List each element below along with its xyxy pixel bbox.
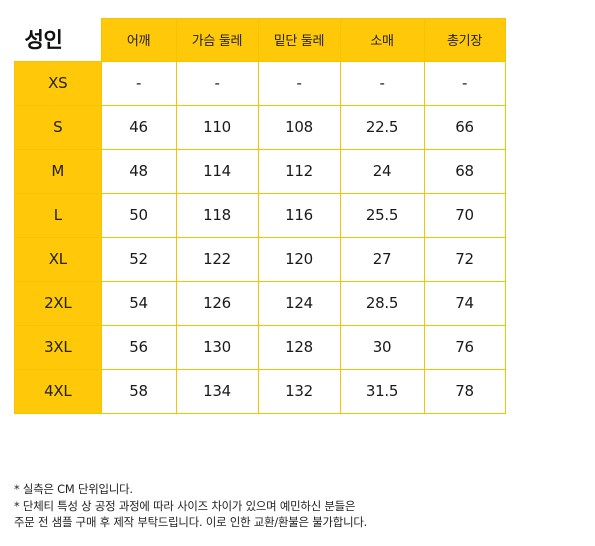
table-cell: 118 <box>175 192 259 238</box>
table-cell: 114 <box>175 148 259 194</box>
header-total-length: 총기장 <box>423 18 506 62</box>
header-chest: 가슴 둘레 <box>175 18 259 62</box>
table-cell: 28.5 <box>339 280 425 326</box>
table-cell: - <box>100 60 177 106</box>
table-cell: 72 <box>423 236 506 282</box>
table-cell: 128 <box>257 324 341 370</box>
size-label: 2XL <box>14 280 102 326</box>
table-row: S 46 110 108 22.5 66 <box>14 104 506 150</box>
size-label: XL <box>14 236 102 282</box>
table-cell: 108 <box>257 104 341 150</box>
header-sleeve: 소매 <box>339 18 425 62</box>
size-label: L <box>14 192 102 238</box>
table-cell: 30 <box>339 324 425 370</box>
header-shoulder: 어깨 <box>100 18 177 62</box>
size-label: XS <box>14 60 102 106</box>
table-cell: 112 <box>257 148 341 194</box>
note-unit: * 실측은 CM 단위입니다. <box>14 482 133 496</box>
note-variance: * 단체티 특성 상 공정 과정에 따라 사이즈 차이가 있으며 예민하신 분들… <box>14 498 356 513</box>
table-cell: - <box>339 60 425 106</box>
table-cell: 120 <box>257 236 341 282</box>
table-cell: 110 <box>175 104 259 150</box>
table-cell: 22.5 <box>339 104 425 150</box>
table-row: M 48 114 112 24 68 <box>14 148 506 194</box>
table-cell: 54 <box>100 280 177 326</box>
table-cell: 116 <box>257 192 341 238</box>
size-label: M <box>14 148 102 194</box>
table-cell: 126 <box>175 280 259 326</box>
table-cell: 122 <box>175 236 259 282</box>
table-row: 3XL 56 130 128 30 76 <box>14 324 506 370</box>
table-cell: 48 <box>100 148 177 194</box>
table-cell: 70 <box>423 192 506 238</box>
table-cell: 130 <box>175 324 259 370</box>
table-cell: 66 <box>423 104 506 150</box>
table-title: 성인 <box>24 27 63 52</box>
table-cell: - <box>257 60 341 106</box>
table-cell: 76 <box>423 324 506 370</box>
size-label: S <box>14 104 102 150</box>
table-cell: 124 <box>257 280 341 326</box>
table-cell: 50 <box>100 192 177 238</box>
table-cell: 25.5 <box>339 192 425 238</box>
table-cell: 46 <box>100 104 177 150</box>
note-no-refund: 주문 전 샘플 구매 후 제작 부탁드립니다. 이로 인한 교환/환불은 불가합… <box>14 515 368 529</box>
size-label: 3XL <box>14 324 102 370</box>
size-label: 4XL <box>14 368 102 414</box>
table-cell: 31.5 <box>339 368 425 414</box>
table-cell: 56 <box>100 324 177 370</box>
table-cell: 68 <box>423 148 506 194</box>
header-row: 성인 어깨 가슴 둘레 밑단 둘레 소매 총기장 <box>15 18 506 62</box>
table-cell: - <box>423 60 506 106</box>
table-cell: 78 <box>423 368 506 414</box>
table-row: 4XL 58 134 132 31.5 78 <box>14 368 506 414</box>
table-cell: 24 <box>339 148 425 194</box>
table-cell: 132 <box>257 368 341 414</box>
table-cell: 134 <box>175 368 259 414</box>
table-row: XS - - - - - <box>14 60 506 106</box>
table-cell: 74 <box>423 280 506 326</box>
header-hem: 밑단 둘레 <box>257 18 341 62</box>
table-cell: 58 <box>100 368 177 414</box>
table-row: L 50 118 116 25.5 70 <box>14 192 506 238</box>
table-row: 2XL 54 126 124 28.5 74 <box>14 280 506 326</box>
size-notes: * 실측은 CM 단위입니다. * 단체티 특성 상 공정 과정에 따라 사이즈… <box>14 481 367 531</box>
size-chart-table: 성인 어깨 가슴 둘레 밑단 둘레 소매 총기장 XS - - - - - S … <box>14 18 506 414</box>
table-cell: - <box>175 60 259 106</box>
table-cell: 27 <box>339 236 425 282</box>
table-row: XL 52 122 120 27 72 <box>14 236 506 282</box>
table-cell: 52 <box>100 236 177 282</box>
